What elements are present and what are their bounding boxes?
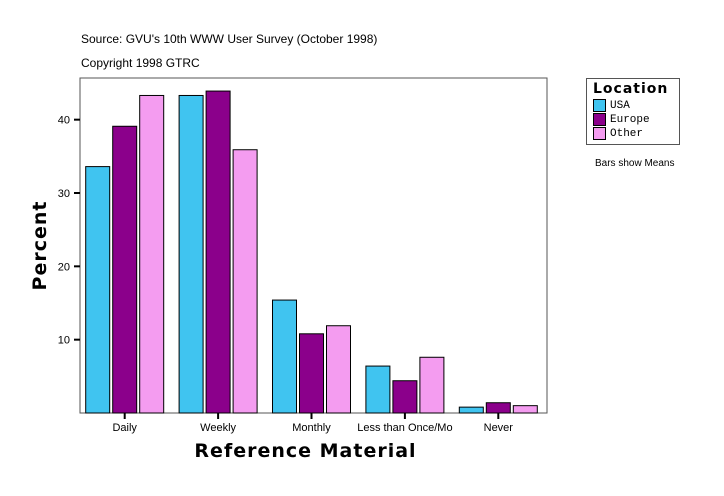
bar-europe [112, 125, 138, 414]
x-tick-label: Monthly [292, 422, 331, 434]
bar-europe [299, 333, 324, 414]
legend-title: Location [593, 81, 669, 97]
y-tick-label: 30 [58, 188, 70, 200]
legend-item-europe: Europe [593, 113, 650, 126]
legend-item-usa: USA [593, 99, 630, 112]
bar-other [512, 405, 538, 414]
x-tick-label: Daily [112, 422, 137, 434]
bar-europe [485, 402, 511, 414]
legend-item-other: Other [593, 127, 643, 140]
bar-usa [85, 166, 111, 414]
legend-label: Europe [610, 113, 650, 126]
bar-europe [205, 90, 231, 414]
legend-label: Other [610, 127, 644, 140]
bar-other [326, 325, 351, 414]
x-axis-label: Reference Material [194, 440, 416, 462]
x-tick-label: Less than Once/Mo [357, 422, 452, 434]
bar-usa [272, 299, 297, 414]
bar-usa [458, 406, 484, 414]
chart-title: Source: GVU's 10th WWW User Survey (Octo… [81, 32, 378, 46]
legend: Location USA Europe Other [586, 78, 680, 145]
chart-subtitle: Copyright 1998 GTRC [81, 56, 200, 70]
bar-europe [392, 380, 418, 414]
legend-label: USA [610, 99, 630, 112]
y-tick-label: 40 [58, 115, 70, 127]
bar-other [419, 356, 445, 414]
legend-swatch [593, 99, 606, 112]
y-tick-label: 10 [58, 335, 70, 347]
y-axis-label: Percent [29, 201, 51, 291]
x-tick-label: Never [484, 422, 514, 434]
y-tick-label: 20 [58, 261, 70, 273]
bar-usa [178, 94, 204, 414]
legend-swatch [593, 127, 606, 140]
x-tick-label: Weekly [200, 422, 236, 434]
bar-other [232, 149, 258, 414]
bar-other [139, 94, 165, 414]
bar-usa [365, 365, 391, 414]
bars-note: Bars show Means [595, 158, 675, 169]
legend-swatch [593, 113, 606, 126]
